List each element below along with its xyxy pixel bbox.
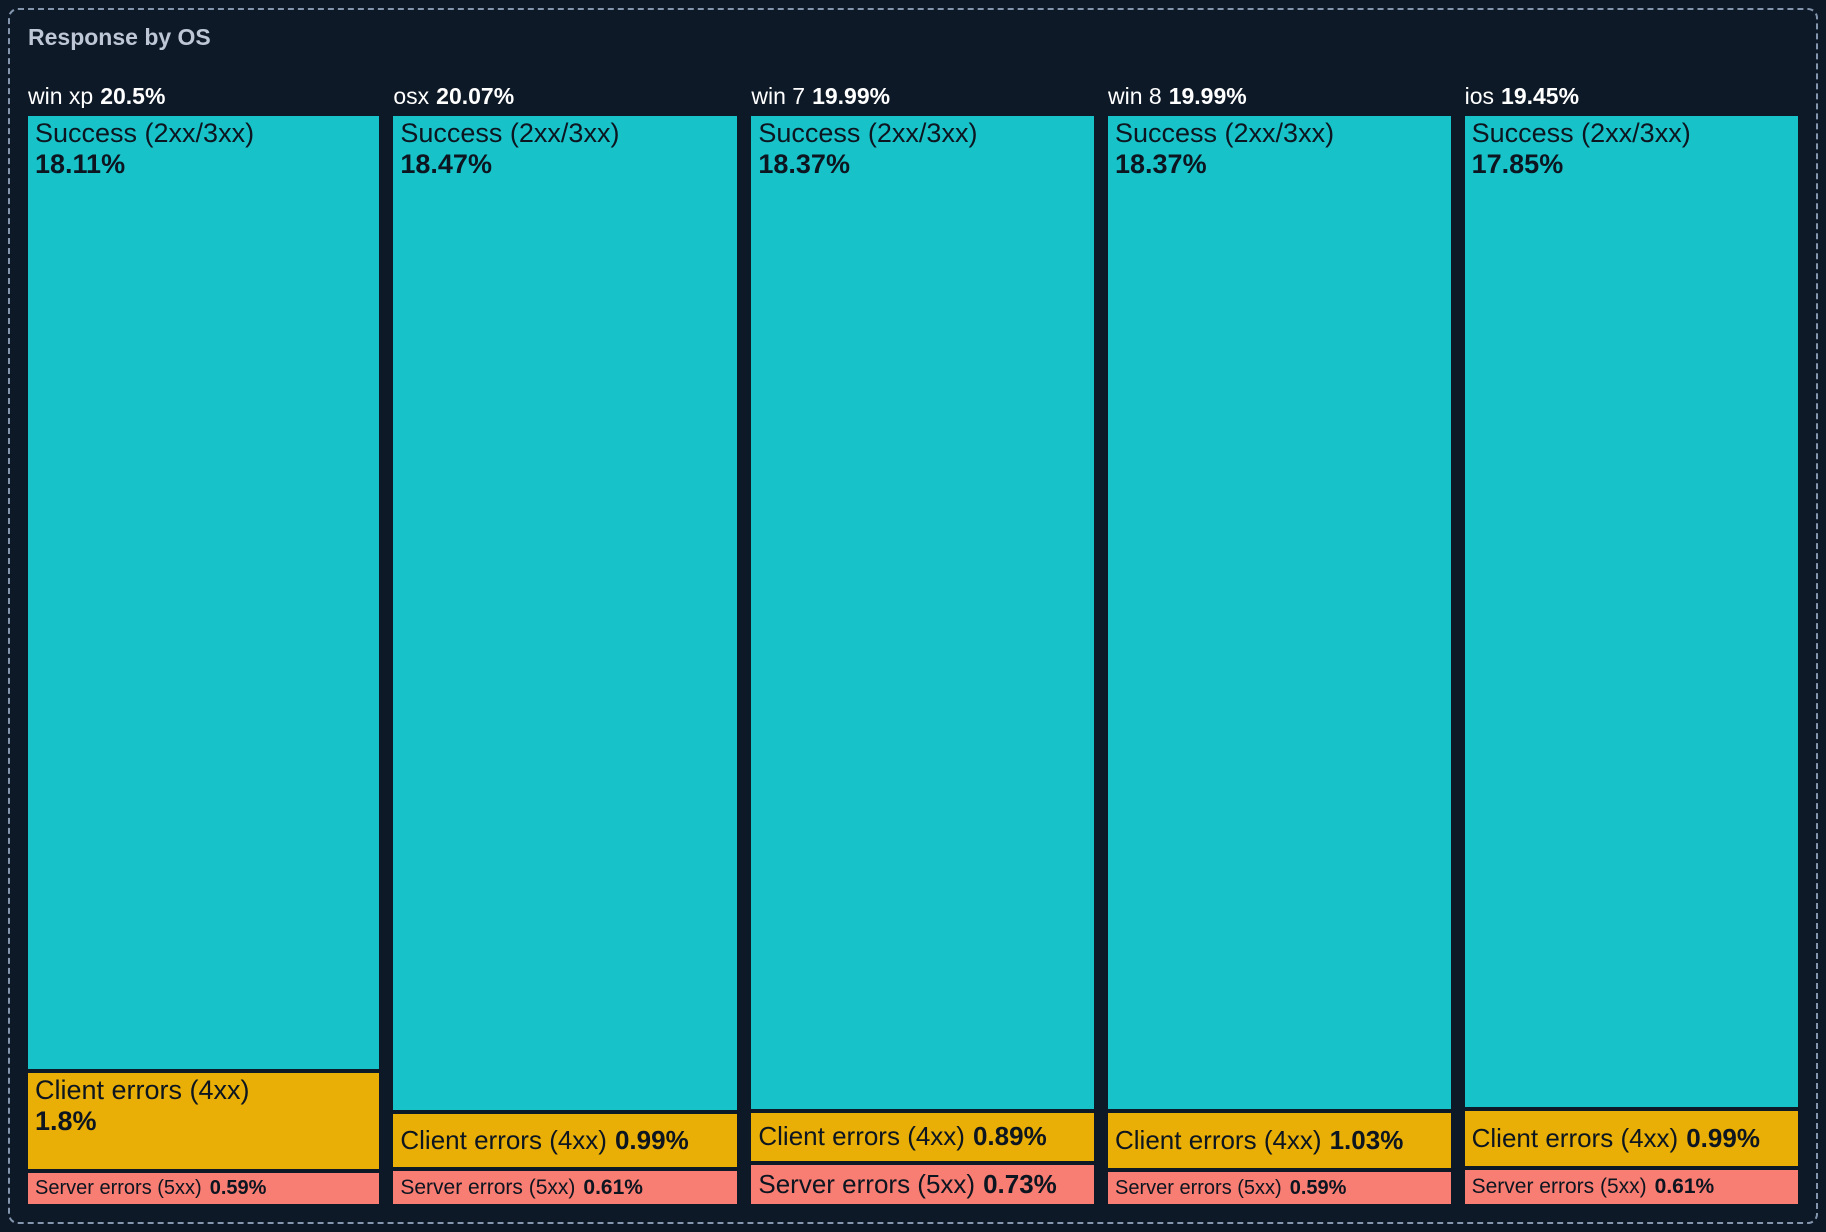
segment-percent: 0.73% [983,1168,1057,1199]
segment-label: Server errors (5xx) [35,1177,202,1200]
os-segment-stack: Success (2xx/3xx) 17.85% Client errors (… [1464,116,1798,1205]
segment-label: Success (2xx/3xx) [1471,118,1691,148]
treemap-chart: win xp 20.5% Success (2xx/3xx) 18.11% Cli… [28,84,1798,1205]
segment-server-win-8[interactable]: Server errors (5xx) 0.59% [1108,1172,1451,1204]
os-segment-stack: Success (2xx/3xx) 18.11% Client errors (… [28,116,380,1204]
os-column-header: win xp 20.5% [28,84,379,108]
segment-percent: 0.61% [1654,1175,1715,1199]
response-by-os-panel: Response by OS win xp 20.5% Success (2xx/… [8,8,1818,1224]
segment-client-ios[interactable]: Client errors (4xx) 0.99% [1464,1111,1798,1167]
os-column-win-7: win 7 19.99% Success (2xx/3xx) 18.37% Cli… [751,84,1094,1204]
os-column-win-xp: win xp 20.5% Success (2xx/3xx) 18.11% Cli… [28,84,380,1204]
segment-server-osx[interactable]: Server errors (5xx) 0.61% [393,1171,738,1204]
segment-label: Client errors (4xx) [758,1121,965,1152]
segment-percent: 17.85% [1471,149,1564,179]
segment-success-ios[interactable]: Success (2xx/3xx) 17.85% [1464,116,1798,1108]
os-column-header: ios 19.45% [1465,84,1798,108]
segment-server-win-xp[interactable]: Server errors (5xx) 0.59% [28,1173,380,1204]
segment-client-win-xp[interactable]: Client errors (4xx) 1.8% [28,1072,380,1170]
segment-label: Client errors (4xx) [35,1074,250,1105]
segment-client-win-7[interactable]: Client errors (4xx) 0.89% [751,1112,1094,1161]
segment-label: Client errors (4xx) [1471,1123,1679,1154]
segment-percent: 18.47% [400,149,492,179]
os-name-label: win xp [28,84,94,108]
os-total-percent: 19.99% [812,84,891,108]
os-column-win-8: win 8 19.99% Success (2xx/3xx) 18.37% Cli… [1108,84,1451,1204]
os-segment-stack: Success (2xx/3xx) 18.37% Client errors (… [1108,116,1451,1204]
segment-percent: 1.8% [35,1105,97,1136]
segment-success-win-8[interactable]: Success (2xx/3xx) 18.37% [1108,116,1451,1109]
segment-label: Success (2xx/3xx) [35,118,255,148]
os-name-label: win 7 [751,84,806,108]
os-column-header: osx 20.07% [393,84,737,108]
os-column-osx: osx 20.07% Success (2xx/3xx) 18.47% Clien… [393,84,738,1204]
os-name-label: ios [1464,84,1495,108]
segment-percent: 0.99% [1686,1123,1760,1154]
segment-percent: 0.61% [583,1175,643,1199]
os-total-percent: 19.99% [1168,84,1247,108]
segment-percent: 0.59% [1289,1176,1347,1199]
segment-server-ios[interactable]: Server errors (5xx) 0.61% [1464,1170,1798,1205]
segment-label: Server errors (5xx) [758,1168,976,1199]
segment-percent: 18.37% [758,149,850,179]
segment-percent: 18.11% [35,149,126,179]
segment-success-win-xp[interactable]: Success (2xx/3xx) 18.11% [28,116,380,1069]
segment-client-win-8[interactable]: Client errors (4xx) 1.03% [1108,1112,1451,1169]
segment-label: Success (2xx/3xx) [1115,118,1335,148]
segment-label: Server errors (5xx) [1115,1176,1282,1199]
segment-label: Success (2xx/3xx) [400,118,620,148]
segment-label: Client errors (4xx) [1115,1124,1322,1155]
os-column-ios: ios 19.45% Success (2xx/3xx) 17.85% Clien… [1464,84,1798,1205]
segment-label: Server errors (5xx) [1471,1175,1647,1199]
segment-percent: 0.59% [209,1177,267,1200]
os-total-percent: 19.45% [1501,84,1580,108]
segment-percent: 18.37% [1115,149,1207,179]
segment-server-win-7[interactable]: Server errors (5xx) 0.73% [751,1164,1094,1204]
segment-percent: 0.99% [614,1125,689,1156]
os-name-label: win 8 [1108,84,1162,108]
panel-title: Response by OS [28,24,211,50]
segment-percent: 0.89% [972,1121,1047,1152]
os-total-percent: 20.07% [436,84,515,108]
segment-success-win-7[interactable]: Success (2xx/3xx) 18.37% [751,116,1094,1109]
segment-client-osx[interactable]: Client errors (4xx) 0.99% [393,1114,738,1168]
segment-success-osx[interactable]: Success (2xx/3xx) 18.47% [393,116,738,1111]
segment-label: Success (2xx/3xx) [758,118,978,148]
os-column-header: win 7 19.99% [751,84,1094,108]
segment-label: Server errors (5xx) [400,1175,576,1199]
os-total-percent: 20.5% [100,84,166,108]
segment-label: Client errors (4xx) [400,1125,607,1156]
os-segment-stack: Success (2xx/3xx) 18.47% Client errors (… [393,116,738,1204]
os-column-header: win 8 19.99% [1108,84,1451,108]
os-segment-stack: Success (2xx/3xx) 18.37% Client errors (… [751,116,1094,1204]
segment-percent: 1.03% [1329,1124,1404,1155]
os-name-label: osx [393,84,430,108]
